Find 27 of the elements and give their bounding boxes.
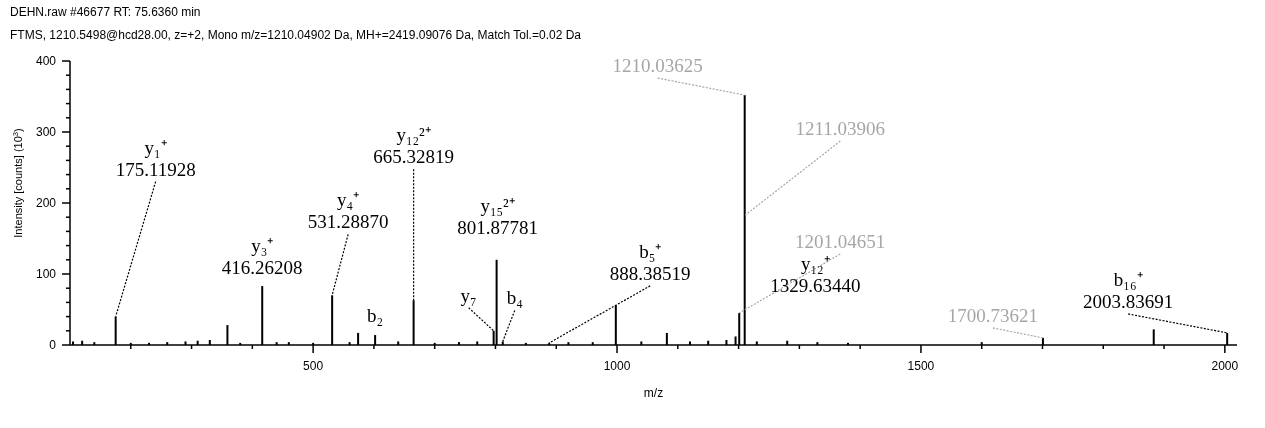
annotation: b₂ <box>367 305 384 327</box>
chart-title: DEHN.raw #46677 RT: 75.6360 min <box>10 5 201 19</box>
x-axis-title: m/z <box>643 386 664 400</box>
annotation: y₃⁺ 416.26208 <box>221 235 303 279</box>
chart-subtitle: FTMS, 1210.5498@hcd28.00, z=+2, Mono m/z=1210.04902 Da, MH+=2419.09076 Da, Match Tol.=0.02 Da <box>10 28 582 42</box>
x-tick-label: 2000 <box>1211 359 1239 373</box>
annotation: 1700.73621 <box>947 304 1039 326</box>
annotation: 1210.03625 <box>612 55 703 77</box>
y-tick-label: 0 <box>49 338 57 353</box>
annotation: b₅⁺ 888.38519 <box>609 240 691 284</box>
annotation: y₇ <box>460 284 477 306</box>
annotation: y₁₂⁺ 1329.63440 <box>770 253 861 297</box>
y-tick-label: 400 <box>35 54 57 69</box>
annotation: b₁₆⁺ 2003.83691 <box>1083 268 1174 312</box>
annotation: y₄⁺ 531.28870 <box>307 189 389 233</box>
x-tick-label: 1500 <box>907 359 935 373</box>
annotation: b₄ <box>506 287 523 309</box>
annotation: 1201.04651 <box>795 231 886 253</box>
annotation: 1211.03906 <box>795 118 886 140</box>
y-tick-label: 200 <box>35 196 57 211</box>
annotation: y₁₅²⁺ 801.87781 <box>457 194 538 238</box>
x-tick-label: 500 <box>303 359 324 373</box>
annotation: y₁⁺ 175.11928 <box>115 136 196 180</box>
annotation: y₁₂²⁺ 665.32819 <box>373 124 454 168</box>
x-tick-label: 1000 <box>603 359 631 373</box>
y-tick-label: 100 <box>35 267 57 282</box>
y-tick-label: 300 <box>35 125 57 140</box>
